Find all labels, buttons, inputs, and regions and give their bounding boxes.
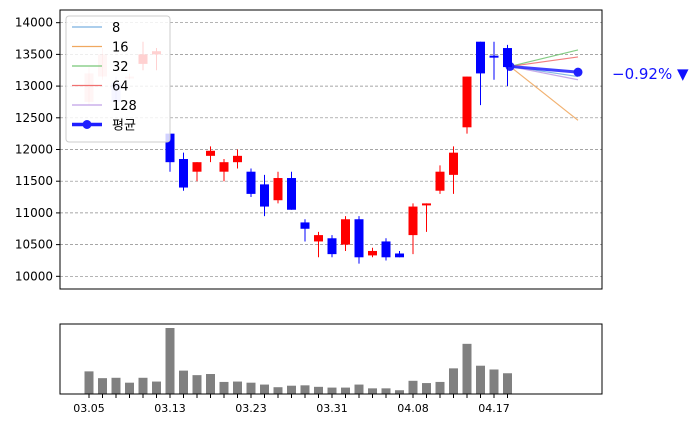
legend: 8 16 32 64 128 평균 <box>65 15 171 143</box>
candle-body <box>233 155 242 163</box>
price-y-tick-label: 13000 <box>15 79 53 93</box>
volume-bar <box>422 383 431 394</box>
legend-swatch-marker <box>82 120 92 129</box>
volume-bar <box>246 382 256 394</box>
legend-label: 32 <box>112 60 129 75</box>
volume-bar <box>462 343 472 394</box>
candle-body <box>368 250 377 256</box>
volume-bar <box>287 385 296 394</box>
volume-x-tick-label: 04.17 <box>478 402 510 415</box>
legend-label: 8 <box>112 21 120 36</box>
volume-x-tick-label: 03.23 <box>235 402 267 415</box>
volume-bar <box>300 385 310 394</box>
volume-bar <box>314 386 323 394</box>
candle-body <box>300 222 310 229</box>
legend-label: 평균 <box>112 119 136 134</box>
volume-bar <box>489 369 499 394</box>
volume-bar <box>395 390 404 394</box>
price-y-tick-label: 10000 <box>15 269 53 283</box>
candle-body <box>449 152 458 175</box>
volume-bar <box>503 373 512 394</box>
candle-body <box>327 238 337 255</box>
price-y-tick-label: 11500 <box>15 174 53 188</box>
price-y-tick-label: 12500 <box>15 111 53 125</box>
candle-body <box>381 241 391 258</box>
candle-body <box>206 150 215 156</box>
volume-x-tick-label: 03.13 <box>154 402 186 415</box>
price-y-tick-label: 11000 <box>15 206 53 220</box>
volume-x-tick-label: 04.08 <box>397 402 429 415</box>
projection-lines <box>505 49 583 121</box>
volume-bar <box>125 382 134 394</box>
volume-bar <box>152 381 161 394</box>
volume-bar <box>84 371 94 394</box>
candle-body <box>314 235 323 242</box>
projection-line-32 <box>509 49 579 68</box>
projection-average-end-marker <box>573 67 583 77</box>
volume-plot-frame <box>59 323 603 395</box>
volume-bar <box>354 384 364 394</box>
candle-body <box>179 159 188 188</box>
volume-bar <box>327 387 337 394</box>
price-y-tick-label: 13500 <box>15 47 53 61</box>
change-annotation: −0.92% ▼ <box>612 65 689 83</box>
volume-bar <box>381 388 391 394</box>
projection-line-16 <box>509 65 579 121</box>
volume-x-tick-label: 03.05 <box>73 402 105 415</box>
volume-x-tick-label: 03.31 <box>316 402 348 415</box>
candle-body <box>462 76 472 128</box>
volume-bar <box>435 381 445 394</box>
legend-label: 128 <box>112 99 137 114</box>
volume-bar <box>233 381 242 394</box>
candle-body <box>395 253 404 258</box>
candle-body <box>422 203 431 206</box>
volume-bar <box>408 380 418 394</box>
volume-bar <box>260 384 269 394</box>
legend-box <box>65 15 171 143</box>
volume-bar <box>206 374 215 394</box>
volume-bar <box>192 375 202 394</box>
candle-body <box>273 178 283 201</box>
candle-body <box>246 171 256 194</box>
volume-bar <box>111 377 121 394</box>
candle-body <box>165 133 175 163</box>
volume-bar <box>138 377 148 394</box>
volume-bar <box>476 365 485 394</box>
volume-bar <box>449 368 458 394</box>
candle-body <box>219 162 229 172</box>
volume-bars <box>84 328 512 394</box>
volume-bar <box>273 387 283 394</box>
candle-body <box>287 178 296 210</box>
legend-label: 16 <box>112 41 129 56</box>
candle-body <box>260 184 269 207</box>
legend-label: 64 <box>112 80 129 95</box>
volume-bar <box>219 381 229 394</box>
volume-x-axis: 03.05 03.13 03.23 03.31 04.08 04.17 <box>73 394 510 415</box>
candle-body <box>341 219 350 245</box>
price-plot-frame <box>59 9 603 290</box>
candle-body <box>192 162 202 172</box>
volume-bar <box>98 378 107 394</box>
price-y-tick-label: 10500 <box>15 238 53 252</box>
volume-bar <box>165 328 175 394</box>
candle-body <box>476 41 485 74</box>
candle-body <box>435 171 445 191</box>
price-y-axis: 10000 10500 11000 11500 12000 12500 13000 13500… <box>15 16 60 283</box>
volume-bar <box>179 370 188 394</box>
projection-line-average <box>509 64 579 74</box>
price-y-tick-label: 14000 <box>15 16 53 30</box>
candle-body <box>489 55 499 58</box>
volume-bar <box>368 388 377 394</box>
volume-bar <box>341 387 350 394</box>
candle-body <box>408 206 418 236</box>
candle-body <box>354 219 364 258</box>
projection-line-64 <box>509 56 579 68</box>
candle-body <box>503 48 512 68</box>
price-y-tick-label: 12000 <box>15 143 53 157</box>
